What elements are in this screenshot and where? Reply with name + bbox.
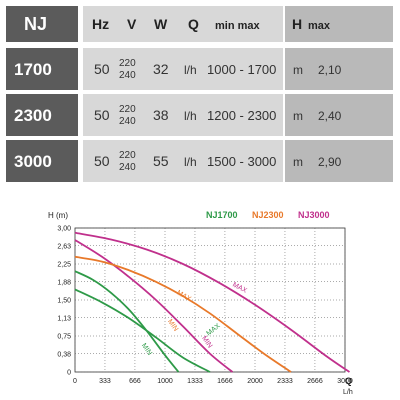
series-line-nj3000 [74,231,351,373]
header-w: W [154,16,168,32]
x-tick-label: 1000 [157,378,173,385]
row-mid-cell [83,48,283,90]
row-model: 1700 [14,60,52,79]
header-hz: Hz [92,16,109,32]
legend-nj3000: NJ3000 [298,210,330,220]
row-hunit: m [293,155,303,169]
row-qunit: l/h [184,109,197,123]
row-v2: 240 [119,162,136,173]
x-axis-label-q: Q [345,376,352,386]
y-tick-label: 1,88 [57,279,71,286]
row-hz: 50 [94,107,110,123]
x-tick-label: 3000 [337,378,353,385]
row-h-cell [285,48,393,90]
row-model: 3000 [14,152,52,171]
y-tick-label: 0 [67,370,71,377]
row-w: 38 [153,107,169,123]
x-axis-label-unit: L/h [343,389,353,396]
curve-min-max-1700 [74,288,211,373]
row-model: 2300 [14,106,52,125]
series-line-nj2300 [74,255,292,373]
row-hz: 50 [94,61,110,77]
row-v1: 220 [119,104,136,115]
row-v1: 220 [119,150,136,161]
row-qunit: l/h [184,155,197,169]
row-model-cell [6,94,78,136]
y-tick-label: 1,50 [57,298,71,305]
legend-nj2300: NJ2300 [252,210,284,220]
row-hunit: m [293,63,303,77]
x-tick-label: 2000 [247,378,263,385]
y-tick-label: 2,25 [57,262,71,269]
row-q: 1500 - 3000 [207,154,276,169]
header-model-cell [6,6,78,42]
x-tick-label: 1333 [187,378,203,385]
x-tick-label: 666 [129,378,141,385]
curve-min-max-2300 [74,239,234,373]
row-v2: 240 [119,116,136,127]
x-tick-label: 333 [99,378,111,385]
header-h-cell [285,6,393,42]
row-h: 2,40 [318,109,342,123]
header-qrange: min max [215,20,261,32]
ticks: 0 333 666 1000 1333 1666 2000 2333 2666 3000 3,00 2… [57,226,353,386]
row-qunit: l/h [184,63,197,77]
row-q: 1000 - 1700 [207,62,276,77]
y-tick-label: 3,00 [57,226,71,233]
x-tick-label: 2333 [277,378,293,385]
y-tick-label: 1,13 [57,315,71,322]
row-mid-cell [83,140,283,182]
row-mid-cell [83,94,283,136]
x-tick-label: 2666 [307,378,323,385]
row-h: 2,90 [318,155,342,169]
header-h: H [292,16,302,32]
curves [74,231,351,373]
row-model-cell [6,48,78,90]
row-w: 32 [153,61,169,77]
y-tick-label: 2,63 [57,243,71,250]
row-h-cell [285,140,393,182]
legend-nj1700: NJ1700 [206,210,238,220]
y-tick-label: 0,38 [57,351,71,358]
header-mid-cell [83,6,283,42]
row-w: 55 [153,153,169,169]
row-v1: 220 [119,58,136,69]
row-h-cell [285,94,393,136]
row-model-cell [6,140,78,182]
row-hunit: m [293,109,303,123]
row-hz: 50 [94,153,110,169]
y-axis-label: H (m) [48,211,68,220]
x-tick-label: 1666 [217,378,233,385]
row-q: 1200 - 2300 [207,108,276,123]
series-line-nj1700 [74,270,180,373]
grid [74,227,346,373]
row-h: 2,10 [318,63,342,77]
header-v: V [127,16,137,32]
header-hmax: max [308,20,331,32]
header-q: Q [188,16,199,32]
y-tick-label: 0,75 [57,334,71,341]
x-tick-label: 0 [73,378,77,385]
row-v2: 240 [119,70,136,81]
header-model: NJ [24,14,47,34]
